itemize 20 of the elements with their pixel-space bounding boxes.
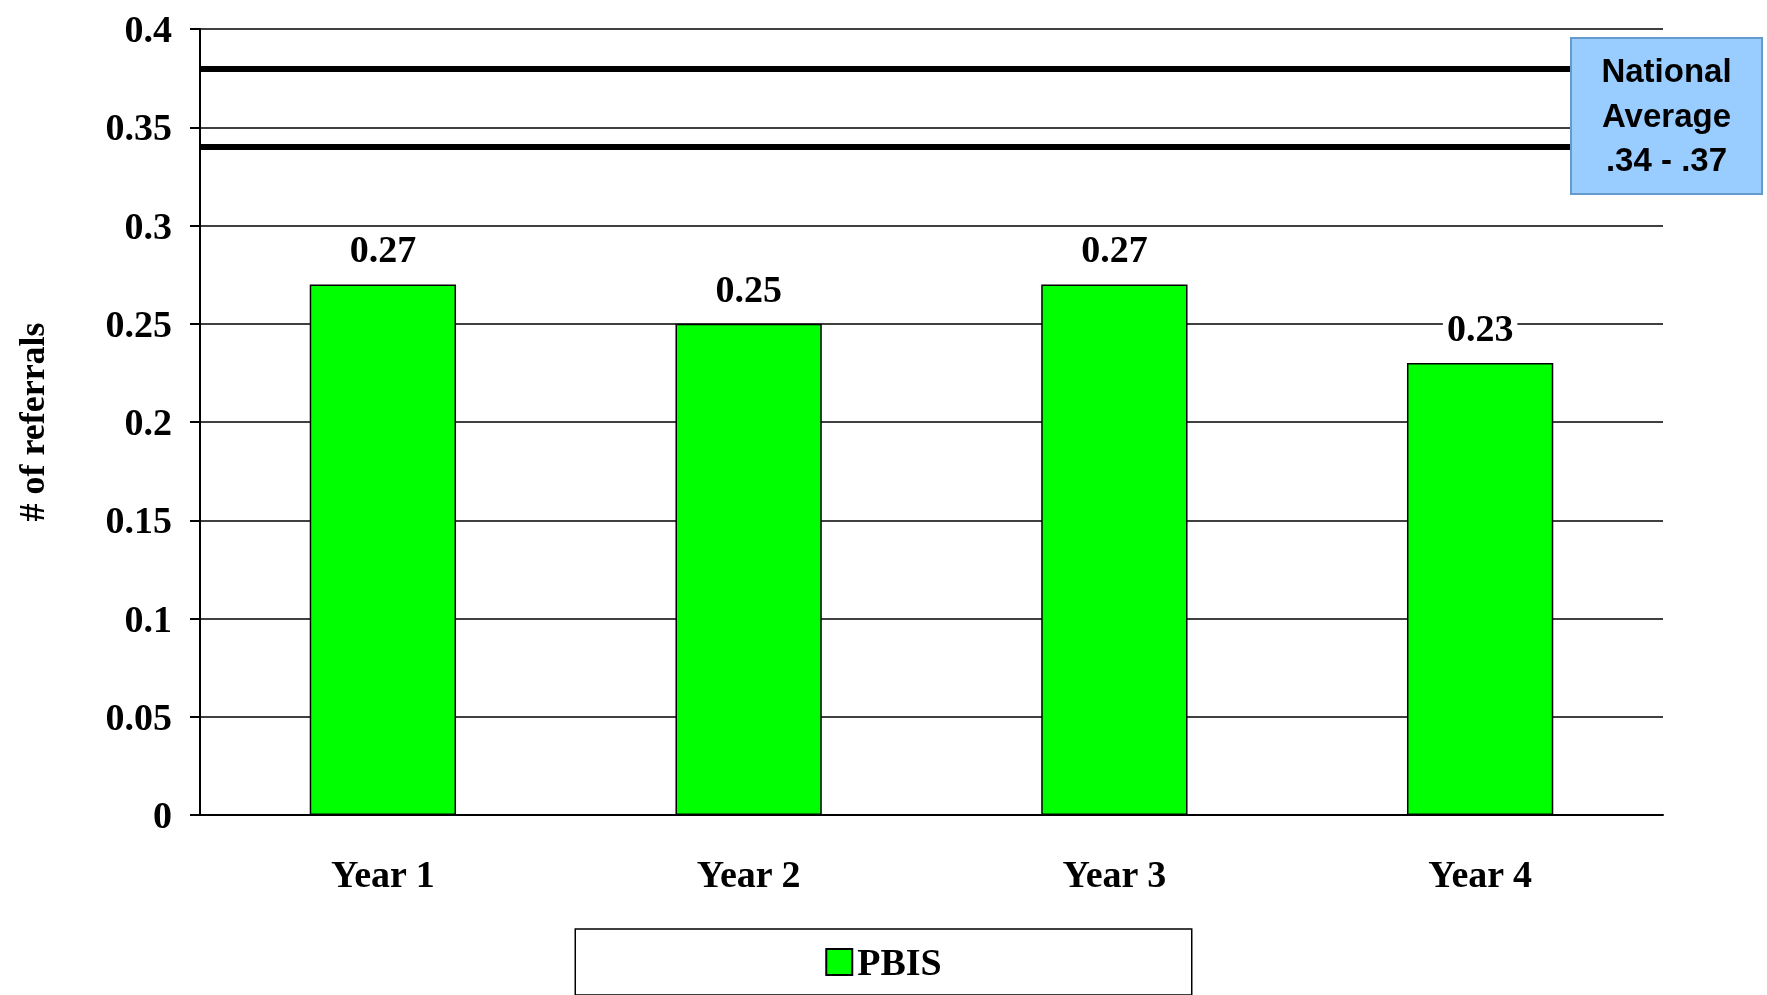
data-label: 0.27 <box>1081 228 1148 271</box>
x-tick-label: Year 2 <box>696 853 801 895</box>
y-tick-label: 0.4 <box>124 8 172 50</box>
legend-label: PBIS <box>857 941 942 983</box>
data-label: 0.23 <box>1446 307 1514 350</box>
annotation: National Average .34 - .37 <box>1570 37 1763 195</box>
y-tick-label: 0 <box>153 794 172 836</box>
data-label: 0.27 <box>349 228 417 271</box>
data-label: 0.25 <box>715 267 782 310</box>
x-tick-label: Year 3 <box>1062 853 1167 895</box>
x-tick-label: Year 4 <box>1428 853 1533 895</box>
y-tick-label: 0.1 <box>124 597 172 640</box>
y-tick-label: 0.2 <box>124 401 172 443</box>
y-tick-label: 0.25 <box>105 302 172 345</box>
y-tick-label: 0.05 <box>105 695 172 738</box>
y-tick-label: 0.3 <box>124 204 172 247</box>
y-tick-label: 0.15 <box>105 499 172 542</box>
y-axis-title: # of referrals <box>12 322 52 522</box>
y-tick-label: 0.35 <box>105 106 172 149</box>
x-tick-label: Year 1 <box>330 853 435 895</box>
